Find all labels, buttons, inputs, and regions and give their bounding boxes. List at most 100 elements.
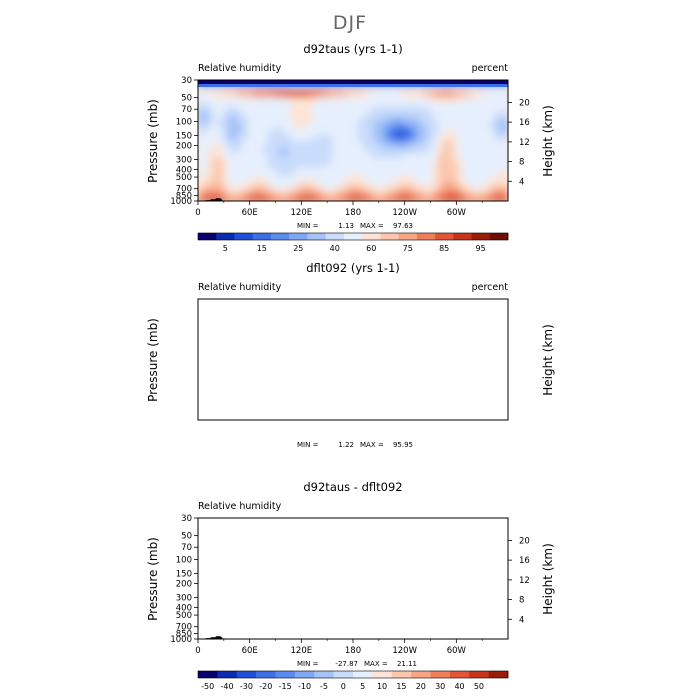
colorbar-swatch <box>430 671 451 678</box>
colorbar-swatch <box>469 671 489 678</box>
colorbar-swatch <box>275 671 296 678</box>
colorbar-swatch <box>236 671 257 678</box>
colorbar-swatch <box>488 671 509 678</box>
height-tick-label: 4 <box>519 177 524 187</box>
right-subtitle: percent <box>472 63 509 74</box>
colorbar-label: -50 <box>201 682 214 691</box>
max-value: 97.63 <box>393 222 413 230</box>
colorbar-label: 60 <box>366 244 376 253</box>
min-value: -27.87 <box>335 660 358 668</box>
y-axis-label: Pressure (mb) <box>146 318 160 402</box>
colorbar-label: 5 <box>360 682 365 691</box>
height-tick-label: 12 <box>519 576 530 586</box>
colorbar-label: 0 <box>341 682 346 691</box>
field-layer <box>198 80 508 201</box>
colorbar-swatch <box>380 233 399 240</box>
colorbar-swatch <box>289 233 308 240</box>
height-tick-label: 16 <box>519 118 530 128</box>
x-tick-label: 120W <box>392 646 417 656</box>
colorbar-swatch <box>234 233 254 240</box>
colorbar-label: 20 <box>416 682 426 691</box>
colorbar-label: 5 <box>223 244 228 253</box>
max-value: 21.11 <box>397 660 417 668</box>
pressure-tick-label: 300 <box>176 593 192 603</box>
colorbar-swatch <box>270 233 290 240</box>
max-label: MAX = <box>360 222 384 230</box>
colorbar-swatch <box>453 233 472 240</box>
pressure-tick-label: 50 <box>181 94 192 104</box>
height-tick-label: 8 <box>519 158 524 168</box>
colorbar-label: 40 <box>330 244 340 253</box>
colorbar-swatch <box>372 671 393 678</box>
panel-title: d92taus (yrs 1-1) <box>303 42 402 56</box>
pressure-tick-label: 70 <box>181 543 192 553</box>
pressure-tick-label: 1000 <box>170 635 192 645</box>
x-tick-label: 120W <box>392 208 417 218</box>
pressure-tick-label: 200 <box>176 579 192 589</box>
colorbar-label: -10 <box>298 682 311 691</box>
stats-line: MIN = 1.13 MAX = 97.63 <box>297 222 413 230</box>
colorbar-label: 10 <box>377 682 387 691</box>
pressure-tick-label: 30 <box>181 514 192 524</box>
colorbar-label: -5 <box>320 682 328 691</box>
pressure-tick-label: 200 <box>176 141 192 151</box>
x-tick-label: 180 <box>345 646 361 656</box>
colorbar-label: 75 <box>403 244 413 253</box>
panel-3: d92taus - dflt092 Relative humidity Pres… <box>146 480 555 668</box>
pressure-tick-label: 400 <box>176 603 192 613</box>
pressure-tick-label: 150 <box>176 132 192 142</box>
pressure-tick-label: 850 <box>176 191 192 201</box>
colorbar-swatch <box>198 233 217 240</box>
left-subtitle: Relative humidity <box>198 282 282 293</box>
min-value: 1.22 <box>338 441 354 449</box>
y-axis-label: Pressure (mb) <box>146 537 160 621</box>
max-label: MAX = <box>364 660 388 668</box>
x-tick-label: 60E <box>242 208 258 218</box>
panel-2: dflt092 (yrs 1-1) Relative humidity perc… <box>146 261 555 691</box>
field-layer <box>198 518 509 640</box>
right-subtitle: percent <box>472 282 509 293</box>
colorbar-label: 15 <box>257 244 267 253</box>
pressure-tick-label: 100 <box>176 556 192 566</box>
colorbar-label: 25 <box>293 244 303 253</box>
plot-frame <box>197 298 509 421</box>
colorbar-swatch <box>411 671 431 678</box>
colorbar-swatch <box>353 671 373 678</box>
min-label: MIN = <box>297 222 319 230</box>
pressure-tick-label: 1000 <box>170 197 192 207</box>
colorbar-swatch <box>252 233 272 240</box>
colorbar-swatch <box>391 671 412 678</box>
colorbar-swatch <box>343 233 363 240</box>
x-tick-label: 0 <box>195 208 200 218</box>
x-tick-label: 0 <box>195 646 200 656</box>
colorbar-label: -20 <box>259 682 272 691</box>
pressure-tick-label: 70 <box>181 105 192 115</box>
pressure-tick-label: 850 <box>176 629 192 639</box>
colorbar-swatch <box>314 671 334 678</box>
pressure-tick-label: 700 <box>176 623 192 633</box>
panel-title: d92taus - dflt092 <box>303 480 402 494</box>
colorbar-label: 15 <box>396 682 406 691</box>
height-tick-label: 20 <box>519 536 530 546</box>
left-subtitle: Relative humidity <box>198 501 282 512</box>
colorbar-swatch <box>256 671 276 678</box>
pressure-tick-label: 400 <box>176 165 192 175</box>
min-value: 1.13 <box>338 222 354 230</box>
axes-layer: 1000850700500400300200150100705030481216… <box>170 76 529 218</box>
pressure-tick-label: 300 <box>176 155 192 165</box>
colorbar-swatch <box>398 233 418 240</box>
colorbar-label: 30 <box>435 682 445 691</box>
colorbar-label: -15 <box>279 682 292 691</box>
page-title: DJF <box>332 12 368 34</box>
x-tick-label: 60W <box>447 646 467 656</box>
plot-frame <box>197 517 509 640</box>
height-tick-label: 8 <box>519 596 524 606</box>
colorbar-label: 40 <box>454 682 464 691</box>
height-tick-label: 12 <box>519 138 530 148</box>
panel-title: dflt092 (yrs 1-1) <box>306 261 400 275</box>
colorbar-swatch <box>198 671 218 678</box>
x-tick-label: 120E <box>291 208 313 218</box>
y-axis-label-right: Height (km) <box>541 543 555 614</box>
height-tick-label: 16 <box>519 556 530 566</box>
y-axis-label-right: Height (km) <box>541 324 555 395</box>
